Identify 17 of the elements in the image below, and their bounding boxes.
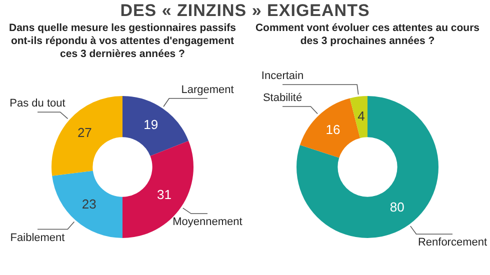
chart-subtitle: Dans quelle mesure les gestionnaires passifs ont-ils répondu à vos attentes d'engagement ces 3 dernières années ? bbox=[8, 22, 237, 62]
data-label: 16 bbox=[326, 122, 340, 137]
slice-label: Stabilité bbox=[262, 92, 302, 104]
slice-label: Incertain bbox=[261, 70, 304, 82]
slice-label: Pas du tout bbox=[10, 98, 66, 110]
data-label: 31 bbox=[156, 186, 172, 202]
slice-label: Largement bbox=[181, 84, 234, 96]
data-label: 4 bbox=[358, 108, 365, 124]
slice-label: Moyennement bbox=[172, 216, 242, 228]
slice-label: Renforcement bbox=[418, 236, 488, 249]
slice-label: Faiblement bbox=[10, 232, 65, 244]
data-label: 80 bbox=[390, 199, 404, 214]
data-label: 19 bbox=[144, 116, 158, 132]
chart-title: Comment vont évoluer ces attentes au cours des 3 prochaines années ? bbox=[254, 22, 481, 49]
chart-title: DES « ZINZINS » EXIGEANTS bbox=[119, 0, 371, 22]
data-label: 23 bbox=[82, 196, 96, 212]
data-label: 27 bbox=[77, 125, 92, 140]
